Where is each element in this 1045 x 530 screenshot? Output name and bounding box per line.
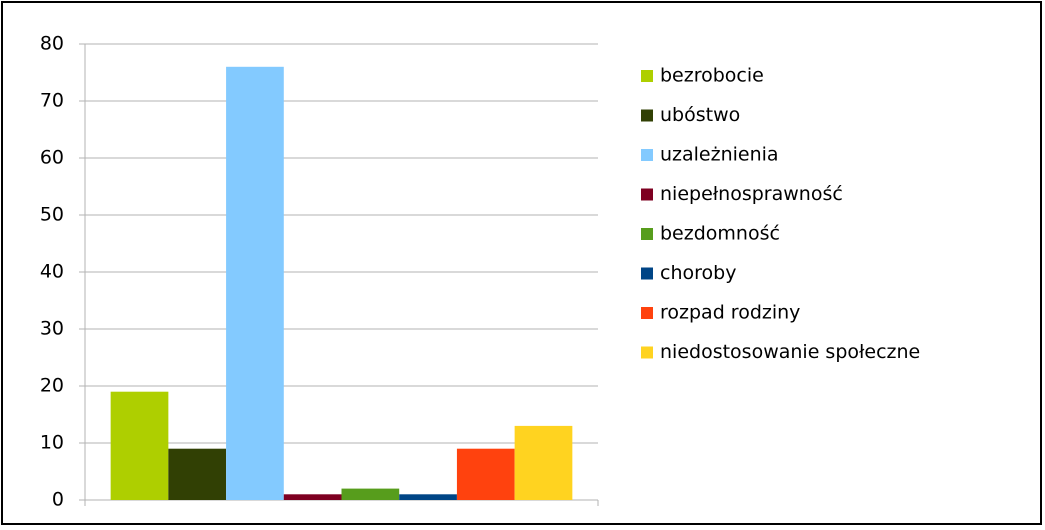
y-tick-label: 30 (40, 318, 64, 340)
bar (514, 425, 573, 500)
legend-label: rozpad rodziny (660, 302, 800, 324)
y-tick-label: 70 (40, 90, 64, 112)
y-tick-label: 50 (40, 204, 64, 226)
bar (399, 494, 457, 500)
legend-swatch (641, 188, 653, 201)
bar (341, 488, 400, 500)
bar (283, 494, 342, 500)
legend-swatch (641, 228, 653, 240)
legend-swatch (641, 346, 653, 359)
legend-label: choroby (660, 262, 736, 284)
legend-label: bezrobocie (660, 65, 764, 87)
legend-swatch (641, 307, 653, 319)
legend-label: ubóstwo (660, 104, 740, 126)
y-tick-label: 20 (40, 375, 64, 397)
legend-swatch (641, 109, 653, 122)
bar (456, 448, 515, 500)
y-tick-label: 60 (40, 147, 64, 169)
legend-swatch (641, 267, 653, 280)
legend-swatch (641, 149, 653, 161)
legend-label: uzależnienia (660, 144, 779, 166)
legend-swatch (641, 70, 653, 82)
legend-label: niedostosowanie społeczne (660, 341, 920, 363)
bar (110, 391, 169, 500)
bar (168, 448, 227, 500)
legend-label: bezdomność (660, 223, 780, 245)
y-tick-label: 40 (40, 261, 64, 283)
y-tick-label: 10 (40, 432, 64, 454)
y-tick-label: 0 (52, 489, 64, 511)
legend-label: niepełnosprawność (660, 183, 843, 205)
bar (226, 66, 284, 501)
y-tick-label: 80 (40, 33, 64, 55)
